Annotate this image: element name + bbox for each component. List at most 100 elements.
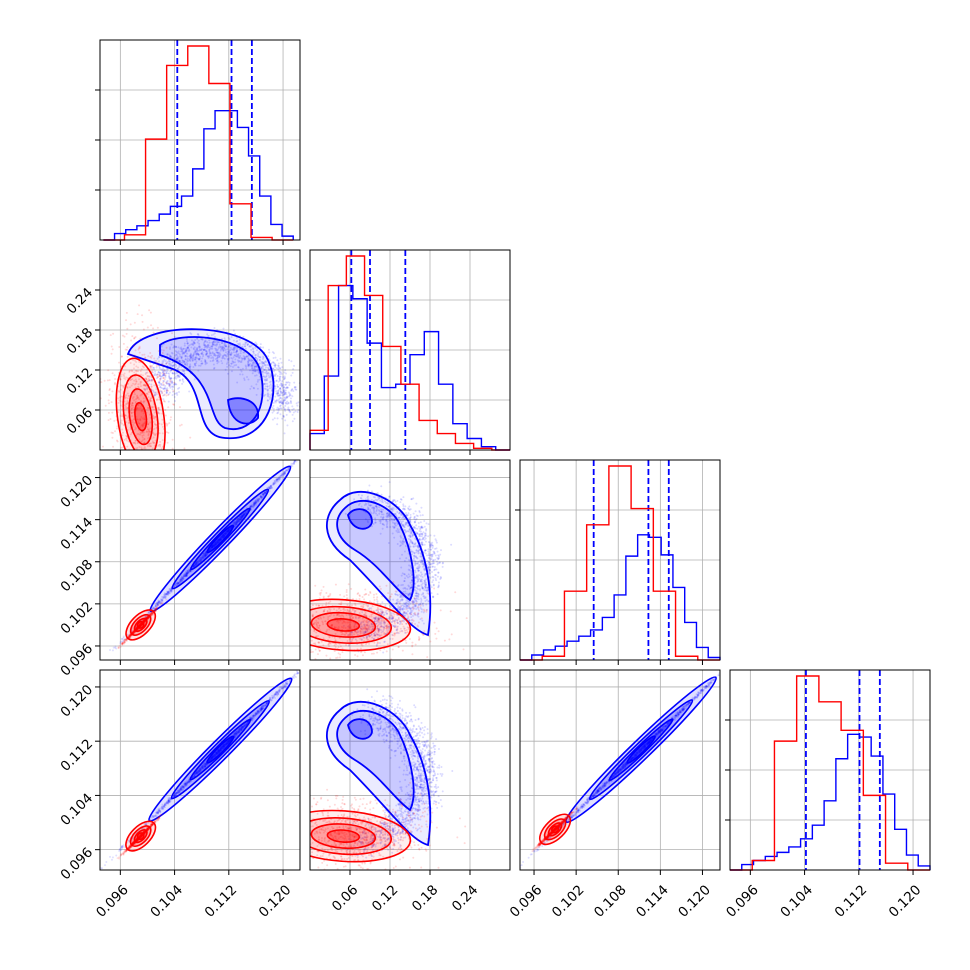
sample-point bbox=[168, 372, 171, 375]
sample-point bbox=[233, 346, 236, 349]
sample-point bbox=[151, 440, 154, 443]
sample-point bbox=[275, 399, 278, 402]
sample-point bbox=[237, 352, 240, 355]
sample-point bbox=[277, 380, 280, 383]
sample-point bbox=[146, 392, 149, 395]
sample-point bbox=[283, 377, 286, 380]
sample-point bbox=[207, 334, 210, 337]
sample-point bbox=[134, 439, 137, 442]
sample-point bbox=[280, 382, 283, 385]
sample-point bbox=[175, 346, 178, 349]
sample-point bbox=[272, 404, 275, 407]
sample-point bbox=[161, 392, 164, 395]
sample-point bbox=[212, 341, 215, 344]
sample-point bbox=[185, 349, 188, 352]
sample-point bbox=[263, 379, 266, 382]
sample-point bbox=[130, 407, 133, 410]
sample-point bbox=[181, 350, 184, 353]
sample-point bbox=[148, 399, 151, 402]
sample-point bbox=[264, 379, 267, 382]
sample-point bbox=[232, 349, 235, 352]
sample-point bbox=[152, 391, 155, 394]
sample-point bbox=[205, 362, 208, 365]
sample-point bbox=[158, 605, 161, 608]
sample-point bbox=[187, 360, 190, 363]
sample-point bbox=[125, 332, 128, 335]
sample-point bbox=[154, 391, 157, 394]
sample-point bbox=[160, 384, 163, 387]
histogram-panel-1 bbox=[305, 249, 511, 455]
sample-point bbox=[278, 370, 281, 373]
sample-point bbox=[261, 357, 264, 360]
sample-point bbox=[207, 344, 210, 347]
sample-point bbox=[133, 354, 136, 357]
sample-point bbox=[276, 406, 279, 409]
sample-point bbox=[273, 374, 276, 377]
histogram-step bbox=[520, 465, 720, 661]
sample-point bbox=[188, 349, 191, 352]
sample-point bbox=[233, 354, 236, 357]
sample-point bbox=[197, 369, 200, 372]
sample-point bbox=[241, 358, 244, 361]
sample-point bbox=[132, 423, 135, 426]
sample-point bbox=[202, 348, 205, 351]
sample-point bbox=[242, 335, 245, 338]
sample-point bbox=[200, 347, 203, 350]
sample-point bbox=[113, 374, 116, 377]
sample-point bbox=[149, 427, 152, 430]
sample-point bbox=[169, 386, 172, 389]
sample-point bbox=[124, 396, 127, 399]
sample-point bbox=[220, 341, 223, 344]
sample-point bbox=[176, 358, 179, 361]
sample-point bbox=[195, 360, 198, 363]
sample-point bbox=[191, 357, 194, 360]
sample-point bbox=[148, 413, 151, 416]
sample-point bbox=[171, 394, 174, 397]
sample-point bbox=[144, 389, 147, 392]
sample-point bbox=[279, 392, 282, 395]
sample-point bbox=[243, 358, 246, 361]
sample-point bbox=[203, 346, 206, 349]
sample-point bbox=[165, 381, 168, 384]
sample-point bbox=[434, 577, 437, 580]
sample-point bbox=[154, 392, 157, 395]
sample-point bbox=[267, 369, 270, 372]
sample-point bbox=[147, 407, 150, 410]
sample-point bbox=[266, 371, 269, 374]
sample-point bbox=[285, 396, 288, 399]
sample-point bbox=[162, 370, 165, 373]
sample-point bbox=[178, 375, 181, 378]
sample-point bbox=[224, 348, 227, 351]
sample-point bbox=[119, 400, 122, 403]
sample-point bbox=[188, 367, 191, 370]
sample-point bbox=[216, 354, 219, 357]
sample-point bbox=[126, 355, 129, 358]
sample-point bbox=[196, 349, 199, 352]
sample-point bbox=[124, 407, 127, 410]
sample-point bbox=[160, 390, 163, 393]
sample-point bbox=[117, 397, 120, 400]
sample-point bbox=[176, 374, 179, 377]
sample-point bbox=[170, 377, 173, 380]
sample-point bbox=[278, 388, 281, 391]
sample-point bbox=[254, 370, 257, 373]
sample-point bbox=[290, 360, 293, 363]
sample-point bbox=[221, 346, 224, 349]
sample-point bbox=[253, 369, 256, 372]
sample-point bbox=[165, 389, 168, 392]
sample-point bbox=[222, 349, 225, 352]
sample-point bbox=[232, 339, 235, 342]
sample-point bbox=[185, 361, 188, 364]
sample-point bbox=[149, 366, 152, 369]
sample-point bbox=[173, 372, 176, 375]
sample-point bbox=[200, 348, 203, 351]
sample-point bbox=[198, 348, 201, 351]
sample-point bbox=[208, 351, 211, 354]
sample-point bbox=[136, 396, 139, 399]
sample-point bbox=[176, 393, 179, 396]
sample-point bbox=[268, 387, 271, 390]
sample-point bbox=[228, 353, 231, 356]
sample-point bbox=[192, 344, 195, 347]
sample-point bbox=[293, 386, 296, 389]
sample-point bbox=[264, 393, 267, 396]
